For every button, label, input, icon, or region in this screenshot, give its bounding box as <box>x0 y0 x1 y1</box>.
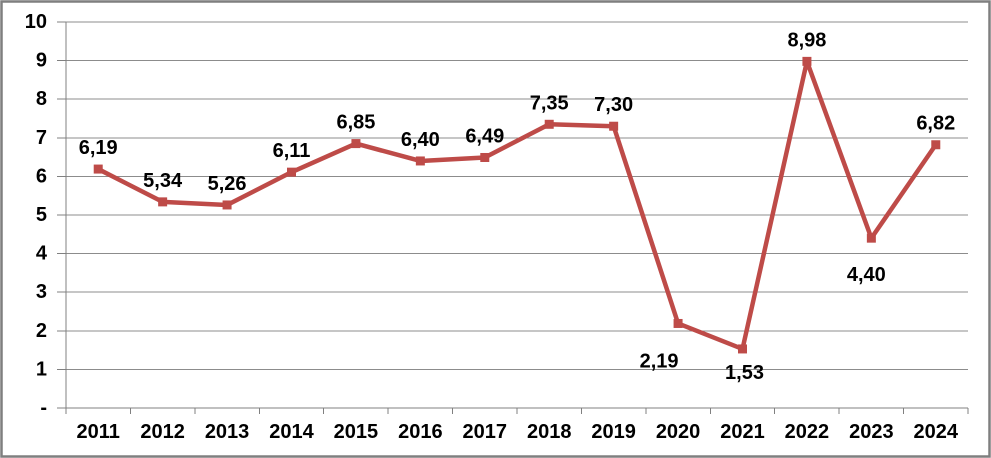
data-label: 6,85 <box>336 112 375 134</box>
series-line <box>95 59 939 352</box>
x-tick-label: 2022 <box>785 421 830 443</box>
data-point-marker <box>351 139 361 149</box>
data-point-marker <box>931 140 941 150</box>
x-tick-label: 2013 <box>205 421 250 443</box>
data-labels: 6,19 5,34 5,26 6,11 6,85 6,40 6,49 7,35 7,30 2,19… <box>79 29 956 384</box>
x-tick-label: 2014 <box>269 421 314 443</box>
y-tick-label: 10 <box>25 11 47 33</box>
data-point-marker <box>544 119 554 129</box>
data-label: 5,26 <box>208 173 247 195</box>
x-tick-label: 2021 <box>720 421 765 443</box>
x-tick-label: 2019 <box>591 421 636 443</box>
y-tick-label: 7 <box>36 127 47 149</box>
x-tick-label: 2011 <box>77 421 120 443</box>
data-point-marker <box>287 167 296 177</box>
data-label: 6,40 <box>401 129 440 151</box>
y-gridlines <box>66 21 968 370</box>
data-point-marker <box>93 164 103 174</box>
data-point-marker <box>158 197 168 207</box>
data-label: 7,35 <box>530 92 569 114</box>
x-tick-label: 2020 <box>656 421 701 443</box>
data-label: 5,34 <box>143 170 183 192</box>
y-tick-label: 4 <box>36 243 48 265</box>
data-label: 1,53 <box>725 362 764 384</box>
y-tick-label: 1 <box>36 358 47 380</box>
y-tick-label: - <box>40 397 47 419</box>
data-point-marker <box>222 200 232 210</box>
x-tick-label: 2024 <box>914 421 959 443</box>
data-point-marker <box>609 121 619 131</box>
data-point-marker <box>480 152 490 162</box>
x-tick-labels: 2011 2012 2013 2014 2015 2016 2017 2018 2019 2020… <box>77 421 959 443</box>
y-tick-labels: - 1 2 3 4 5 6 7 8 9 10 <box>25 11 48 419</box>
data-point-marker <box>673 318 683 328</box>
data-label: 8,98 <box>787 29 826 51</box>
x-tick-label: 2015 <box>334 421 379 443</box>
data-label: 7,30 <box>594 94 633 116</box>
y-tick-label: 5 <box>36 204 47 226</box>
x-tick-label: 2018 <box>527 421 572 443</box>
y-tick-label: 8 <box>36 88 47 110</box>
x-tick-label: 2023 <box>849 421 894 443</box>
x-tick-label: 2012 <box>140 421 185 443</box>
data-point-marker <box>415 156 425 166</box>
data-point-marker <box>802 56 812 66</box>
x-tick-label: 2017 <box>463 421 508 443</box>
data-label: 2,19 <box>640 350 679 372</box>
y-ticks <box>57 21 66 409</box>
y-tick-label: 9 <box>36 50 47 72</box>
series-markers <box>93 56 941 354</box>
y-tick-label: 3 <box>36 281 47 303</box>
x-tick-label: 2016 <box>398 421 443 443</box>
data-label: 6,19 <box>79 137 118 159</box>
data-label: 6,49 <box>465 125 504 147</box>
y-tick-label: 6 <box>36 165 47 187</box>
data-point-marker <box>866 233 876 243</box>
data-label: 4,40 <box>847 264 886 286</box>
data-point-marker <box>738 344 747 354</box>
data-label: 6,82 <box>916 113 955 135</box>
y-tick-label: 2 <box>36 320 47 342</box>
data-label: 6,11 <box>273 140 311 162</box>
x-ticks <box>65 408 969 414</box>
